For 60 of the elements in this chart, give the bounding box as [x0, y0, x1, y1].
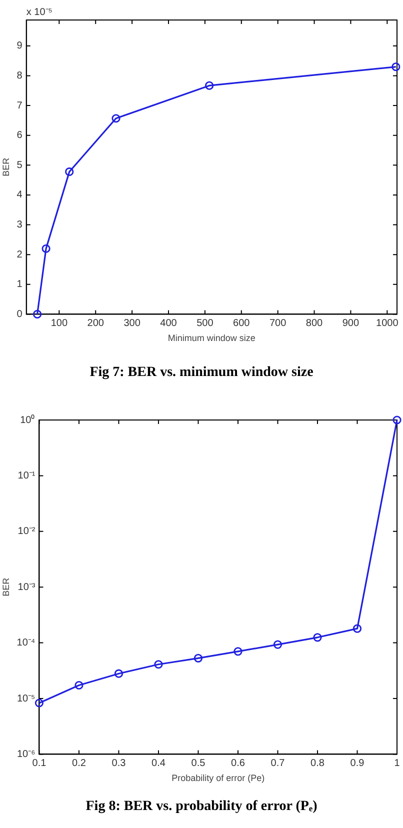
x-tick-label: 100	[50, 318, 68, 329]
x-axis-title: Minimum window size	[168, 333, 256, 344]
y-axis-title: BER	[0, 577, 11, 596]
x-tick-label: 700	[269, 318, 287, 329]
x-tick-label: 0.1	[32, 758, 47, 769]
caption: Fig 7: BER vs. minimum window size	[88, 364, 314, 382]
point	[74, 680, 84, 690]
x-tick-label: 900	[342, 318, 360, 329]
x-tick-label: 600	[233, 318, 250, 329]
y-tick-label: 10⁻⁵	[16, 693, 36, 704]
caption: Fig 8: BER vs. probability of error (Pₑ)	[84, 798, 318, 816]
x-tick-label: 0.8	[310, 758, 325, 769]
y-tick-label: 0	[16, 308, 23, 320]
x-tick-label: 1	[394, 758, 400, 769]
y-tick-label: 1	[16, 279, 23, 290]
y-tick-label: 2	[16, 249, 23, 260]
point	[65, 167, 74, 176]
x-tick-label: 0.9	[350, 758, 365, 769]
point	[112, 114, 120, 123]
y-tick-label: 10⁻³	[18, 582, 36, 593]
text: x 10⁻⁵	[26, 6, 52, 18]
point	[205, 81, 214, 90]
point	[32, 310, 42, 318]
y-tick-label: 6	[16, 130, 23, 142]
y-tick-label: 10⁰	[20, 414, 36, 426]
y-tick-label: 5	[16, 160, 23, 171]
x-tick-label: 300	[124, 318, 141, 329]
y-tick-label: 8	[16, 70, 23, 82]
x-tick-label: 0.7	[270, 758, 286, 769]
x-tick-label: 400	[160, 318, 178, 329]
x-tick-label: 1000	[376, 318, 399, 329]
point	[392, 416, 402, 424]
y-tick-label: 4	[16, 190, 23, 201]
y-axis-title: BER	[0, 157, 11, 176]
y-tick-label: 9	[16, 40, 23, 52]
point	[273, 640, 282, 649]
x-tick-label: 0.3	[112, 758, 126, 769]
y-tick-label: 7	[16, 100, 23, 112]
x-tick-label: 0.2	[72, 758, 86, 769]
point	[154, 660, 163, 669]
point	[352, 624, 362, 633]
y-tick-label: 10⁻⁴	[16, 638, 36, 649]
y-tick-label: 10⁻²	[18, 526, 36, 538]
x-tick-label: 0.4	[152, 758, 166, 769]
x-tick-label: 200	[87, 318, 104, 329]
y-tick-label: 3	[16, 220, 23, 231]
x-tick-label: 0.6	[231, 758, 246, 769]
point	[114, 669, 124, 678]
point	[34, 698, 44, 708]
point	[42, 244, 50, 253]
x-tick-label: 800	[306, 318, 324, 329]
x-tick-label: 0.5	[191, 758, 206, 769]
y-tick-label: 10⁻¹	[18, 470, 36, 482]
point	[234, 647, 242, 656]
point	[313, 633, 322, 642]
x-axis-title: Probability of error (Pe)	[172, 773, 265, 784]
x-tick-label: 500	[196, 318, 214, 329]
point	[194, 654, 203, 662]
point	[392, 62, 400, 72]
y-tick-label: 10⁻⁶	[16, 748, 36, 760]
